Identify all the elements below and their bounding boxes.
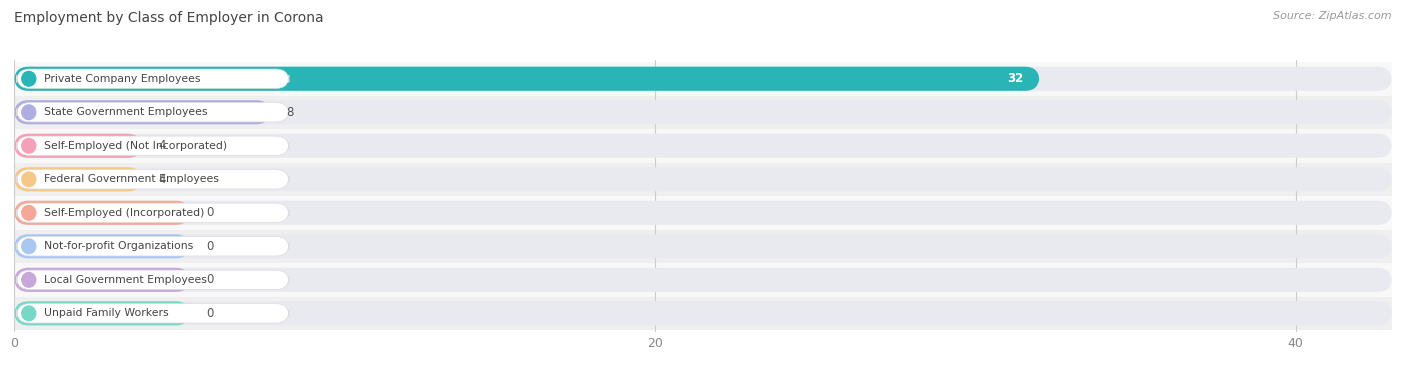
Circle shape <box>21 105 35 120</box>
FancyBboxPatch shape <box>17 136 290 155</box>
Circle shape <box>21 172 35 187</box>
Text: Local Government Employees: Local Government Employees <box>44 275 207 285</box>
Text: Private Company Employees: Private Company Employees <box>44 74 201 84</box>
FancyBboxPatch shape <box>14 67 1392 91</box>
FancyBboxPatch shape <box>17 270 290 290</box>
FancyBboxPatch shape <box>17 237 290 256</box>
Bar <box>14 230 1392 263</box>
Bar <box>14 95 1392 129</box>
Text: 4: 4 <box>159 173 166 186</box>
FancyBboxPatch shape <box>14 134 142 158</box>
FancyBboxPatch shape <box>14 134 1392 158</box>
Text: 4: 4 <box>159 139 166 152</box>
Circle shape <box>21 273 35 287</box>
FancyBboxPatch shape <box>14 201 190 225</box>
Circle shape <box>21 138 35 153</box>
FancyBboxPatch shape <box>14 100 1392 124</box>
Bar <box>14 129 1392 162</box>
FancyBboxPatch shape <box>14 234 1392 258</box>
Text: Not-for-profit Organizations: Not-for-profit Organizations <box>44 241 193 251</box>
FancyBboxPatch shape <box>14 167 142 192</box>
Text: 0: 0 <box>207 240 214 253</box>
FancyBboxPatch shape <box>17 103 290 122</box>
Text: 32: 32 <box>1007 72 1024 85</box>
FancyBboxPatch shape <box>17 304 290 323</box>
Text: 0: 0 <box>207 307 214 320</box>
Bar <box>14 162 1392 196</box>
Bar <box>14 62 1392 95</box>
FancyBboxPatch shape <box>14 301 190 325</box>
FancyBboxPatch shape <box>14 234 190 258</box>
Text: Employment by Class of Employer in Corona: Employment by Class of Employer in Coron… <box>14 11 323 25</box>
Text: 0: 0 <box>207 273 214 286</box>
FancyBboxPatch shape <box>14 268 190 292</box>
Circle shape <box>21 239 35 254</box>
Text: 8: 8 <box>287 106 294 119</box>
FancyBboxPatch shape <box>14 167 1392 192</box>
FancyBboxPatch shape <box>14 268 1392 292</box>
Circle shape <box>21 71 35 86</box>
Circle shape <box>21 306 35 321</box>
Text: Unpaid Family Workers: Unpaid Family Workers <box>44 308 169 318</box>
FancyBboxPatch shape <box>17 69 290 88</box>
Text: Federal Government Employees: Federal Government Employees <box>44 174 219 184</box>
Text: Self-Employed (Not Incorporated): Self-Employed (Not Incorporated) <box>44 141 226 151</box>
Text: State Government Employees: State Government Employees <box>44 107 207 117</box>
Bar <box>14 263 1392 297</box>
Text: 0: 0 <box>207 206 214 219</box>
FancyBboxPatch shape <box>17 170 290 189</box>
FancyBboxPatch shape <box>17 203 290 222</box>
Circle shape <box>21 205 35 220</box>
FancyBboxPatch shape <box>14 100 270 124</box>
FancyBboxPatch shape <box>14 67 1039 91</box>
FancyBboxPatch shape <box>14 301 1392 325</box>
Text: Self-Employed (Incorporated): Self-Employed (Incorporated) <box>44 208 204 218</box>
Bar <box>14 196 1392 230</box>
FancyBboxPatch shape <box>14 201 1392 225</box>
Bar <box>14 297 1392 330</box>
Text: Source: ZipAtlas.com: Source: ZipAtlas.com <box>1274 11 1392 21</box>
